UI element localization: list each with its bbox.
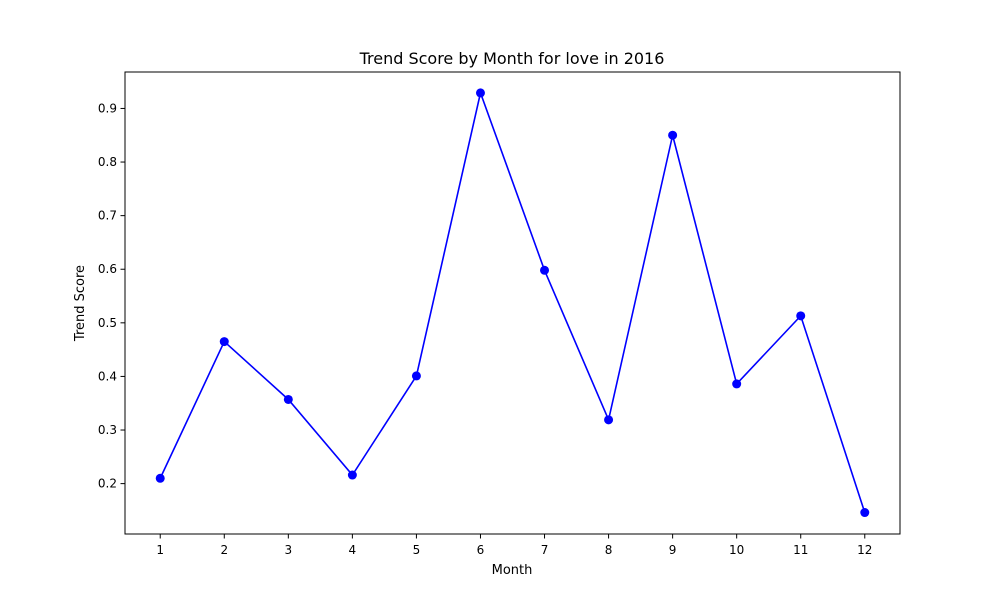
data-point (796, 311, 806, 321)
data-point (283, 394, 293, 404)
y-tick-label: 0.3 (98, 423, 117, 437)
x-tick-label: 10 (729, 543, 744, 557)
data-point (668, 130, 678, 140)
data-point (475, 88, 485, 98)
y-tick-label: 0.9 (98, 101, 117, 115)
data-point (860, 508, 870, 518)
data-point (219, 337, 229, 347)
series-points (155, 88, 870, 518)
x-tick-label: 6 (477, 543, 485, 557)
y-tick-label: 0.7 (98, 209, 117, 223)
y-tick-label: 0.8 (98, 155, 117, 169)
data-point (155, 473, 165, 483)
x-tick-label: 11 (793, 543, 808, 557)
x-tick-label: 4 (349, 543, 357, 557)
x-tick-label: 8 (605, 543, 613, 557)
y-tick-label: 0.6 (98, 262, 117, 276)
y-tick-label: 0.4 (98, 369, 117, 383)
x-tick-label: 9 (669, 543, 677, 557)
x-axis-ticks: 1 2 3 4 5 6 7 8 9 10 11 12 (156, 534, 872, 557)
chart-title: Trend Score by Month for love in 2016 (359, 49, 665, 68)
y-tick-label: 0.5 (98, 316, 117, 330)
y-tick-label: 0.2 (98, 477, 117, 491)
x-tick-label: 12 (857, 543, 872, 557)
data-point (732, 379, 742, 389)
x-tick-label: 2 (220, 543, 228, 557)
data-point (604, 415, 614, 425)
series-line (159, 90, 866, 513)
x-axis-label: Month (492, 563, 533, 578)
x-tick-label: 5 (413, 543, 421, 557)
x-tick-label: 3 (285, 543, 293, 557)
x-tick-label: 1 (156, 543, 164, 557)
data-point (347, 470, 357, 480)
plot-area-frame (124, 71, 901, 535)
y-axis-ticks: 0.2 0.3 0.4 0.5 0.6 0.7 0.8 0.9 (98, 101, 125, 491)
data-point (540, 265, 550, 275)
x-tick-label: 7 (541, 543, 549, 557)
y-axis-label: Trend Score (73, 265, 88, 342)
data-point (411, 371, 421, 381)
